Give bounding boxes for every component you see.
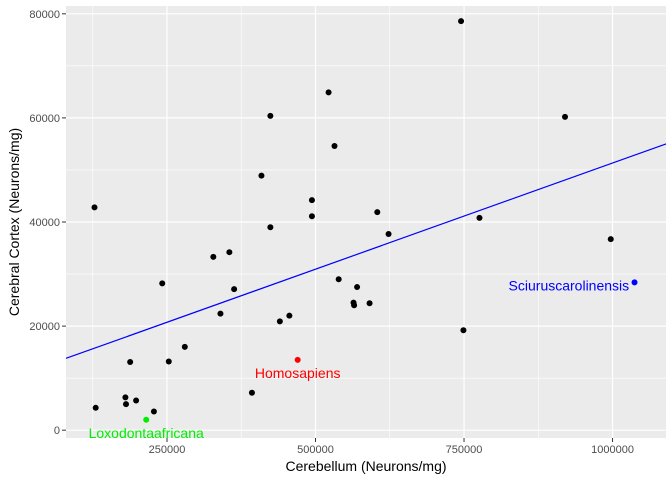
x-tick-label: 1000000 xyxy=(591,444,634,456)
major-gridlines xyxy=(66,6,666,438)
y-tick-label: 80000 xyxy=(29,9,60,21)
data-point xyxy=(133,397,140,404)
data-point xyxy=(226,249,233,256)
highlight-point-sciuruscarolinensis xyxy=(631,279,638,286)
data-point xyxy=(335,276,342,283)
x-tick-label: 250000 xyxy=(149,444,186,456)
data-point xyxy=(308,213,315,220)
data-point xyxy=(248,389,255,396)
data-point xyxy=(460,327,467,334)
x-axis-ticks: 250000 500000 750000 1000000 xyxy=(149,438,634,456)
x-tick-label: 750000 xyxy=(446,444,483,456)
y-tick-label: 40000 xyxy=(29,217,60,229)
data-point xyxy=(150,408,157,415)
highlight-label-loxodontaafricana: Loxodontaafricana xyxy=(89,425,204,441)
x-tick-label: 500000 xyxy=(297,444,334,456)
data-point xyxy=(258,172,265,179)
data-point xyxy=(325,89,332,96)
data-point xyxy=(267,112,274,119)
data-point xyxy=(308,197,315,204)
data-point xyxy=(286,312,293,319)
highlight-point-homosapiens xyxy=(294,356,301,363)
data-point xyxy=(351,302,358,309)
data-point xyxy=(181,343,188,350)
data-point xyxy=(127,359,134,366)
highlight-point-loxodontaafricana xyxy=(143,416,150,423)
data-point xyxy=(331,143,338,150)
highlight-label-sciuruscarolinensis: Sciuruscarolinensis xyxy=(509,277,630,293)
data-points xyxy=(91,18,614,415)
data-point xyxy=(476,214,483,221)
highlight-label-homosapiens: Homosapiens xyxy=(255,365,341,381)
data-point xyxy=(123,401,129,408)
y-tick-label: 20000 xyxy=(29,321,60,333)
data-point xyxy=(366,300,373,307)
data-point xyxy=(92,404,99,411)
y-axis-title: Cerebral Cortex (Neurons/mg) xyxy=(6,128,22,316)
x-axis-title: Cerebellum (Neurons/mg) xyxy=(285,458,446,474)
data-point xyxy=(267,224,274,231)
data-point xyxy=(122,394,129,401)
y-tick-label: 0 xyxy=(54,425,60,437)
data-point xyxy=(458,18,465,25)
data-point xyxy=(217,310,224,317)
data-point xyxy=(354,284,361,291)
data-point xyxy=(91,204,98,211)
data-point xyxy=(562,113,569,120)
data-point xyxy=(165,358,172,365)
data-point xyxy=(231,286,238,293)
highlighted-points: Homosapiens Loxodontaafricana Sciuruscarol… xyxy=(89,277,638,441)
y-tick-label: 60000 xyxy=(29,113,60,125)
data-point xyxy=(159,280,166,287)
trend-line-group xyxy=(65,143,667,359)
data-point xyxy=(374,209,381,216)
y-axis-ticks: 0 20000 40000 60000 80000 xyxy=(29,9,66,437)
data-point xyxy=(385,230,392,237)
data-point xyxy=(210,253,217,260)
trend-line xyxy=(65,143,667,359)
data-point xyxy=(607,236,614,243)
data-point xyxy=(276,318,283,325)
